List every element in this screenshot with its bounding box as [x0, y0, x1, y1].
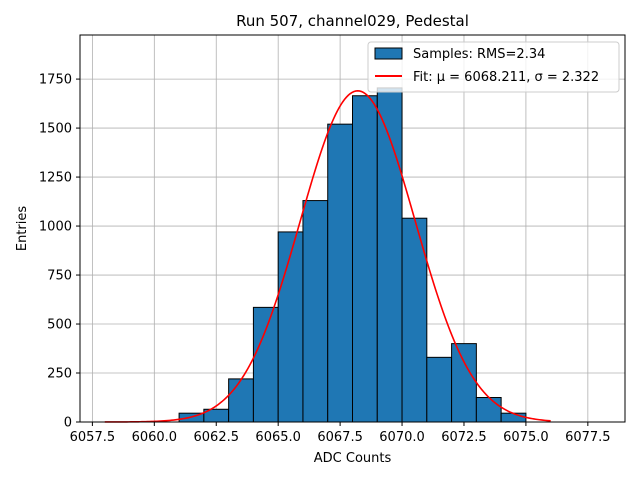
y-axis-title: Entries	[15, 206, 30, 252]
x-tick-label: 6077.5	[565, 430, 611, 445]
x-tick-label: 6070.0	[379, 430, 425, 445]
histogram-bars	[178, 87, 527, 423]
histogram-bar	[352, 95, 378, 423]
x-tick-label: 6060.0	[132, 430, 178, 445]
histogram-bar	[327, 123, 353, 423]
legend-box	[367, 41, 620, 93]
legend-histogram-label: Samples: RMS=2.34	[413, 47, 545, 62]
y-tick-label: 1000	[39, 220, 72, 235]
histogram-bar	[401, 217, 428, 423]
y-tick-label: 1500	[39, 122, 72, 137]
y-tick-label: 0	[64, 416, 72, 431]
x-tick-label: 6062.5	[194, 430, 240, 445]
x-tick-label: 6057.5	[70, 430, 116, 445]
legend-fit-label: Fit: μ = 6068.211, σ = 2.322	[413, 70, 599, 85]
ticks: 6057.5 6060.0 6062.5 6065.0 6067.5 6070.0 6072…	[39, 73, 611, 445]
histogram-bar	[277, 231, 304, 423]
histogram-bar	[376, 87, 403, 423]
histogram-bar	[500, 412, 527, 423]
histogram-bar	[302, 200, 329, 423]
legend: Samples: RMS=2.34 Fit: μ = 6068.211, σ =…	[367, 41, 620, 93]
y-tick-label: 500	[47, 318, 72, 333]
fit-curve-group	[104, 90, 551, 423]
x-axis-title: ADC Counts	[314, 451, 392, 466]
chart-title: Run 507, channel029, Pedestal	[236, 12, 469, 30]
histogram-bar	[252, 306, 279, 423]
y-tick-label: 750	[47, 269, 72, 284]
y-tick-label: 250	[47, 367, 72, 382]
histogram-bar	[228, 378, 254, 423]
fit-curve	[104, 90, 551, 423]
histogram-bar	[475, 397, 502, 423]
x-tick-label: 6075.0	[503, 430, 549, 445]
x-tick-label: 6072.5	[441, 430, 487, 445]
histogram-bar	[426, 356, 453, 423]
y-tick-label: 1750	[39, 73, 72, 88]
y-tick-label: 1250	[39, 171, 72, 186]
x-tick-label: 6067.5	[317, 430, 363, 445]
legend-histogram-swatch	[374, 47, 403, 60]
x-tick-label: 6065.0	[255, 430, 301, 445]
histogram-bar	[451, 343, 477, 423]
axes-frame	[79, 34, 626, 423]
